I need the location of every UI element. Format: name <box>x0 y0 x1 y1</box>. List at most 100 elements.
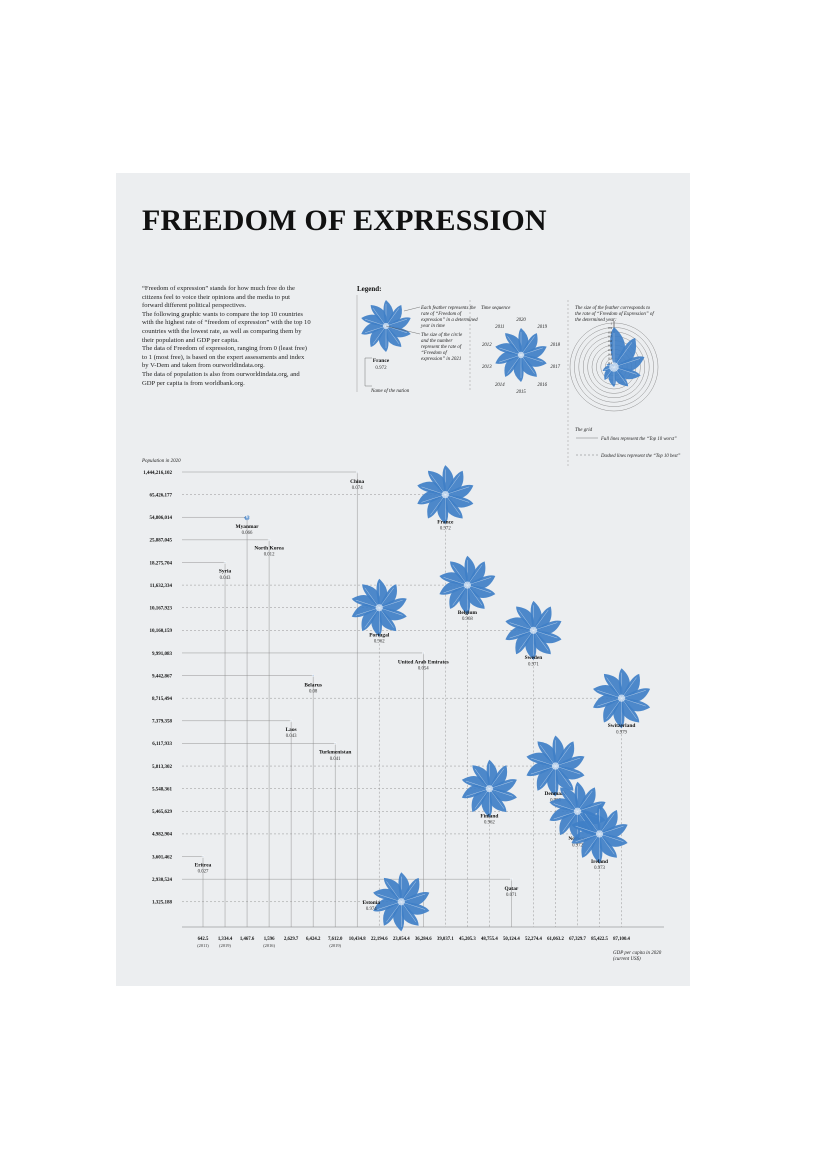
feather-vein <box>489 768 504 789</box>
feather-vein <box>385 319 408 327</box>
legend-title: Legend: <box>357 285 382 293</box>
flower-center <box>609 362 619 372</box>
feather <box>401 892 430 906</box>
feather-vein <box>597 698 622 707</box>
scale-label: 0.8 <box>608 330 612 334</box>
legend-sample-flower-shape <box>361 300 411 352</box>
y-tick-label: 10,160,159 <box>150 629 173 634</box>
feather-vein <box>445 494 470 503</box>
feather-vein <box>379 599 403 608</box>
feather-vein <box>372 325 387 344</box>
scale-flower <box>602 327 645 387</box>
x-tick-label: 45,205.3 <box>459 937 476 942</box>
data-label-name: Syria <box>219 569 232 575</box>
time-year-label: 2015 <box>516 390 526 395</box>
data-point-sweden <box>505 600 562 660</box>
data-label-value: 0.973 <box>594 866 605 871</box>
feather-vein <box>401 881 417 902</box>
y-tick-label: 6,117,933 <box>152 742 172 747</box>
data-point-estonia <box>373 872 430 932</box>
legend-feather-note: Each feather represents the rate of “Fre… <box>420 306 478 329</box>
feather-vein <box>553 803 578 812</box>
y-tick-label: 10,167,923 <box>150 607 173 612</box>
feather-vein <box>421 494 446 503</box>
flower-center <box>289 719 293 723</box>
grid-lines <box>182 471 664 928</box>
feather-vein <box>443 577 468 586</box>
feather-vein <box>430 494 446 516</box>
feather-vein <box>599 813 615 835</box>
feather-vein <box>452 584 468 606</box>
feather-vein <box>562 790 578 812</box>
x-tick-label: 67,329.7 <box>569 937 586 942</box>
y-tick-label: 11,632,334 <box>150 584 173 589</box>
x-tick-note: (2011) <box>197 943 209 948</box>
feather-vein <box>533 630 558 639</box>
y-tick-label: 5,813,302 <box>152 765 173 770</box>
feather-vein <box>555 757 581 767</box>
legend-sample-flower <box>361 300 411 352</box>
feather-vein <box>520 354 543 363</box>
feather-vein <box>518 609 534 631</box>
feather <box>521 346 547 359</box>
y-tick-label: 5,465,629 <box>152 810 173 815</box>
x-tick-label: 39,037.1 <box>437 937 454 942</box>
feather-vein <box>377 901 402 910</box>
feather <box>445 484 474 499</box>
legend-size-note: The size of the feather corresponds to t… <box>575 306 654 323</box>
time-year-label: 2018 <box>550 343 560 348</box>
x-tick-label: 36,284.6 <box>415 937 432 942</box>
data-label-value: 0.08 <box>309 690 318 695</box>
data-label-name: United Arab Emirates <box>398 659 449 665</box>
flower-center <box>517 351 525 359</box>
legend-sample-value: 0.972 <box>375 366 387 371</box>
feather-vein <box>372 308 387 327</box>
text-line: the determined year: <box>575 318 617 323</box>
feather <box>467 575 496 589</box>
feather-vein <box>386 901 402 923</box>
feather-vein <box>520 354 535 374</box>
legend-feather-note-line: Each feather represents the <box>420 306 477 311</box>
legend-sample-name: France <box>373 358 390 364</box>
feather-vein <box>540 765 556 788</box>
feather <box>439 581 468 595</box>
legend-grid-dashed-note: Dashed lines represent the “Top 10 best” <box>600 453 681 459</box>
flower-center <box>245 515 249 519</box>
data-label-name: North Korea <box>254 545 284 551</box>
data-label-name: Laos <box>286 727 297 733</box>
feather-vein <box>606 677 622 699</box>
x-tick-label: 1,596 <box>264 937 275 942</box>
intro-paragraph: The data of population is also from ourw… <box>142 370 300 387</box>
feather-vein <box>621 698 646 707</box>
data-label-value: 0.971 <box>528 662 539 667</box>
data-point-laos <box>289 719 293 723</box>
x-tick-note: (2019) <box>219 943 231 948</box>
data-point-qatar <box>510 877 513 881</box>
data-label-name: Turkmenistan <box>319 750 351 756</box>
scale-label: 0.3 <box>608 352 612 356</box>
intro-paragraph: The following graphic wants to compare t… <box>142 310 311 344</box>
flower-center <box>375 604 383 612</box>
feather-vein <box>401 901 426 910</box>
text-line: and the number <box>421 339 452 344</box>
feather <box>379 598 407 612</box>
scale-label: 0.6 <box>608 339 612 343</box>
intro-paragraph: “Freedom of expression” stands for how m… <box>142 285 295 310</box>
data-point-finland <box>461 759 517 818</box>
scale-label: 0.1 <box>608 361 612 365</box>
feather-vein <box>474 768 490 789</box>
feather-vein <box>555 765 581 775</box>
y-tick-label: 7,379,358 <box>152 720 173 725</box>
y-tick-label: 1,444,216,102 <box>143 471 172 476</box>
feather <box>351 603 380 618</box>
feather-vein <box>421 486 446 495</box>
x-tick-label: 7,612.0 <box>328 937 343 942</box>
feather-vein <box>606 698 622 719</box>
flower-center <box>397 898 405 906</box>
data-point-eritrea <box>201 855 205 858</box>
x-axis-label: GDP per capita in 2020 (current US$) <box>613 951 663 962</box>
feather-vein <box>386 881 402 902</box>
feather-vein <box>518 630 534 651</box>
feather-vein <box>575 833 600 842</box>
feather-vein <box>430 474 446 495</box>
